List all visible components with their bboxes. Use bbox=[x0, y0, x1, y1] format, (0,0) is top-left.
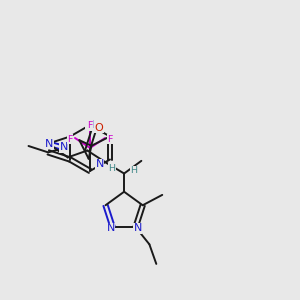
Text: N: N bbox=[45, 139, 53, 148]
Text: O: O bbox=[95, 123, 103, 133]
Text: N: N bbox=[60, 142, 68, 152]
Text: H: H bbox=[130, 166, 137, 175]
Text: F: F bbox=[107, 134, 113, 143]
Text: F: F bbox=[87, 121, 93, 130]
Text: N: N bbox=[134, 223, 142, 233]
Text: N: N bbox=[95, 159, 104, 169]
Text: N: N bbox=[106, 223, 115, 233]
Text: N: N bbox=[86, 120, 94, 130]
Text: F: F bbox=[67, 134, 73, 143]
Text: H: H bbox=[108, 164, 116, 173]
